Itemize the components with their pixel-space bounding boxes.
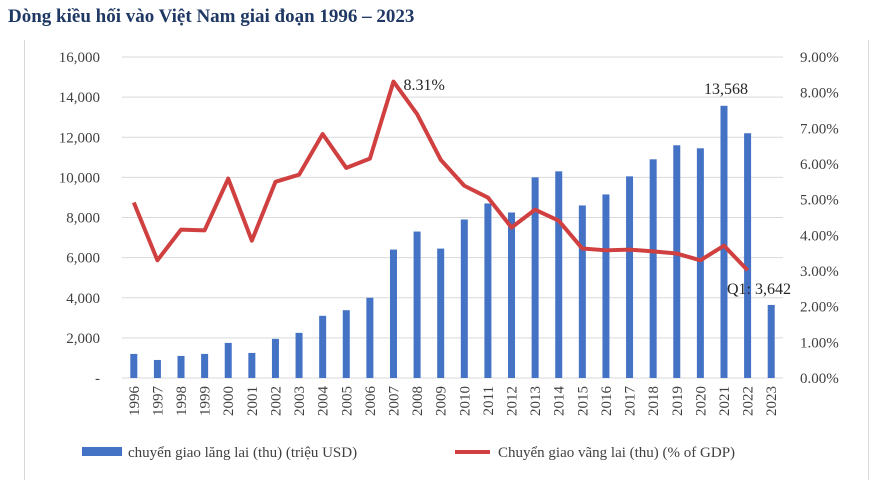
legend-bar-label: chuyển giao lăng lai (thu) (triệu USD) [128, 445, 357, 461]
bar-2016 [602, 194, 610, 378]
x-axis-tick: 2006 [363, 386, 379, 417]
x-axis-tick: 1998 [174, 386, 190, 416]
legend-line-label: Chuyển giao vãng lai (thu) (% of GDP) [498, 445, 735, 461]
bar-2019 [673, 145, 681, 378]
right-axis-tick: 4.00% [800, 228, 839, 244]
bar-2010 [460, 219, 468, 378]
left-axis-tick: 2,000 [66, 331, 100, 347]
x-axis-tick: 2001 [245, 386, 261, 416]
legend-bar-swatch [82, 447, 122, 456]
left-axis-tick: 12,000 [59, 130, 100, 146]
x-axis-tick: 2005 [339, 386, 355, 416]
annotation-peak-gdp: 8.31% [403, 77, 444, 94]
right-axis-tick: 7.00% [800, 121, 839, 137]
x-axis-tick: 1996 [127, 386, 143, 417]
bar-2014 [555, 171, 563, 378]
x-axis-tick: 2019 [670, 386, 686, 416]
x-axis-tick: 2002 [268, 386, 284, 416]
x-axis-tick: 2003 [292, 386, 308, 416]
right-axis-tick: 9.00% [800, 50, 839, 66]
bar-2005 [342, 310, 350, 378]
bar-2021 [720, 105, 728, 379]
right-axis-tick: 5.00% [800, 193, 839, 209]
left-axis-tick: - [95, 371, 100, 387]
right-axis-tick: 8.00% [800, 86, 839, 102]
x-axis-tick: 2010 [457, 386, 473, 416]
bar-2023 [767, 304, 775, 378]
right-axis-tick: 3.00% [800, 264, 839, 280]
x-axis-tick: 2007 [386, 386, 402, 417]
right-axis-tick: 1.00% [800, 335, 839, 351]
bar-2022 [744, 133, 752, 378]
left-axis-tick: 10,000 [59, 170, 100, 186]
right-axis-tick: 2.00% [800, 300, 839, 316]
left-axis-tick: 4,000 [66, 291, 100, 307]
x-axis-tick: 2013 [528, 386, 544, 416]
right-axis-tick: 0.00% [800, 371, 839, 387]
bar-1996 [130, 353, 138, 378]
bar-2004 [319, 315, 327, 378]
bar-2006 [366, 297, 374, 378]
x-axis-tick: 2008 [410, 386, 426, 416]
left-axis-tick: 8,000 [66, 211, 100, 227]
bar-2013 [531, 177, 539, 378]
chart-title: Dòng kiều hối vào Việt Nam giai đoạn 199… [8, 6, 415, 27]
x-axis-tick: 2021 [717, 386, 733, 416]
x-axis-tick: 2009 [434, 386, 450, 416]
left-axis-tick: 6,000 [66, 251, 100, 267]
x-axis-tick: 1997 [150, 386, 166, 417]
bar-1998 [177, 355, 185, 378]
bar-2009 [437, 248, 445, 378]
bar-2002 [271, 338, 279, 378]
left-axis-tick: 14,000 [59, 90, 100, 106]
bar-2007 [389, 249, 397, 378]
x-axis-tick: 2017 [623, 386, 639, 417]
x-axis-tick: 2000 [221, 386, 237, 416]
x-axis-tick: 2014 [552, 386, 568, 417]
left-axis-tick: 16,000 [59, 50, 100, 66]
x-axis-tick: 2016 [599, 386, 615, 417]
x-axis-tick: 2020 [693, 386, 709, 416]
x-axis-tick: 2022 [741, 386, 757, 416]
chart-frame [24, 40, 869, 480]
bar-2020 [696, 148, 704, 378]
bar-2015 [578, 205, 586, 378]
bar-1999 [201, 353, 209, 378]
x-axis-tick: 2015 [575, 386, 591, 416]
x-axis-tick: 2004 [316, 386, 332, 417]
bar-2008 [413, 231, 421, 378]
bar-2011 [484, 203, 492, 378]
x-axis-tick: 2012 [505, 386, 521, 416]
x-axis-tick: 2018 [646, 386, 662, 416]
bar-2003 [295, 332, 303, 378]
bar-1997 [153, 359, 161, 378]
bar-2001 [248, 352, 256, 378]
right-axis-tick: 6.00% [800, 157, 839, 173]
bar-2017 [626, 176, 634, 378]
bar-2000 [224, 342, 232, 378]
x-axis-tick: 2011 [481, 386, 497, 415]
bar-2018 [649, 159, 657, 378]
bar-2012 [508, 212, 516, 378]
annotation-2023-q1: Q1: 3,642 [727, 281, 791, 298]
annotation-2021-value: 13,568 [704, 81, 748, 98]
x-axis-tick: 1999 [198, 386, 214, 416]
x-axis-tick: 2023 [764, 386, 780, 416]
